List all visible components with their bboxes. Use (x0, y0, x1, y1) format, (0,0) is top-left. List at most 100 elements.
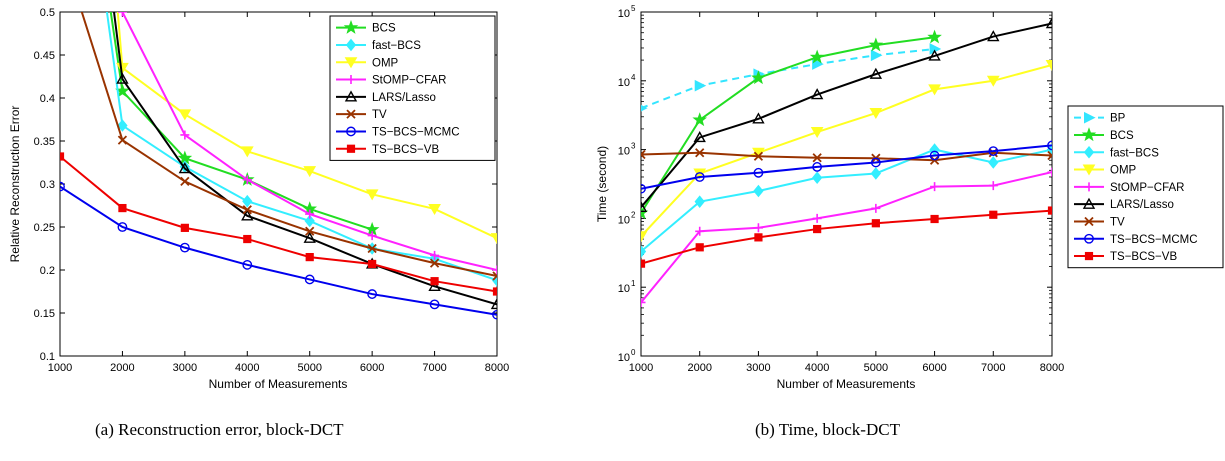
data-point (693, 131, 706, 143)
legend-label: OMP (1110, 165, 1137, 177)
legend-marker (346, 126, 356, 137)
data-point (986, 75, 1000, 87)
data-point (869, 67, 883, 79)
series-stomp-cfar (641, 167, 1052, 307)
x-tick-label: 4000 (235, 362, 259, 374)
y-tick-exponent: 3 (631, 142, 636, 151)
legend-label: BCS (1110, 130, 1134, 142)
series-line (641, 151, 1052, 162)
data-point (870, 167, 882, 180)
data-point (430, 277, 439, 286)
data-point (428, 279, 441, 292)
data-point (641, 297, 646, 307)
legend-label: StOMP−CFAR (372, 75, 446, 87)
series-line (641, 22, 1052, 208)
legend-label: TV (372, 109, 387, 121)
y-tick-label: 0.1 (40, 351, 55, 363)
x-tick-label: 5000 (864, 362, 888, 374)
data-point (368, 259, 377, 269)
legend-label: TV (1110, 216, 1125, 228)
data-point (1047, 140, 1052, 151)
series-line (109, 12, 373, 231)
data-point (428, 203, 441, 215)
data-point (367, 243, 377, 254)
series-ts-bcs-vb (60, 152, 497, 296)
x-tick-label: 6000 (360, 362, 384, 374)
data-point (303, 231, 316, 243)
legend-label: TS−BCS−MCMC (372, 126, 460, 138)
series-line (641, 47, 935, 110)
data-point (241, 209, 254, 221)
data-point (754, 233, 763, 242)
data-point (117, 119, 128, 132)
data-point (243, 234, 252, 244)
legend-label: StOMP−CFAR (1110, 182, 1184, 194)
data-point (812, 213, 822, 223)
legend-item-fast-bcs: fast−BCS (1074, 145, 1159, 159)
data-point (242, 205, 252, 215)
data-point (751, 70, 766, 85)
data-point (492, 265, 497, 275)
data-point (641, 183, 646, 194)
legend-marker (346, 144, 356, 153)
data-point (752, 112, 765, 124)
data-point (303, 166, 317, 178)
series-line (105, 12, 497, 282)
x-tick-label: 1000 (48, 362, 72, 374)
data-point (60, 181, 65, 192)
legend-marker (1082, 197, 1096, 209)
x-tick-label: 7000 (422, 362, 446, 374)
legend-marker (1081, 127, 1097, 142)
data-point (641, 231, 648, 243)
y-tick-label: 0.3 (40, 179, 55, 191)
legend-label: OMP (372, 57, 399, 69)
plot-series (60, 12, 497, 320)
legend-marker (1084, 233, 1094, 244)
legend-label: TS−BCS−VB (372, 144, 439, 156)
data-point (692, 112, 708, 127)
y-tick-label: 10 (618, 8, 630, 20)
data-point (988, 181, 998, 191)
series-line (60, 185, 497, 316)
data-point (304, 214, 315, 228)
legend-item-fast-bcs: fast−BCS (336, 38, 421, 52)
series-lars-lasso (641, 17, 1052, 212)
legend-marker (1082, 164, 1096, 176)
data-point (811, 171, 823, 185)
data-point (1045, 17, 1052, 29)
data-point (929, 150, 940, 161)
data-point (870, 49, 883, 62)
legend: BCS fast−BCS OMP StOMP−CFAR LARS/Lasso TV TS−B… (329, 15, 496, 161)
legend-label: LARS/Lasso (1110, 199, 1174, 211)
legend-item-lars-lasso: LARS/Lasso (336, 90, 436, 104)
data-point (305, 209, 315, 219)
y-tick-exponent: 5 (631, 4, 636, 13)
legend-label: LARS/Lasso (372, 92, 436, 104)
legend-item-ts-bcs-mcmc: TS−BCS−MCMC (1074, 234, 1198, 246)
data-point (870, 157, 881, 168)
data-point (492, 309, 497, 320)
legend-marker (1084, 182, 1094, 192)
data-point (753, 151, 764, 161)
legend-item-bcs: BCS (1074, 127, 1134, 142)
data-point (641, 149, 646, 160)
data-point (753, 223, 763, 233)
x-tick-label: 2000 (687, 362, 711, 374)
data-point (1047, 150, 1052, 161)
axes-frame (640, 11, 1053, 357)
legend-marker (345, 38, 357, 52)
x-axis-label: Number of Measurements (209, 377, 348, 391)
y-tick-label: 0.25 (34, 222, 55, 234)
series-bp (641, 43, 942, 112)
data-point (367, 289, 378, 299)
data-point (242, 259, 253, 270)
series-line (116, 12, 497, 240)
series-omp (641, 59, 1052, 243)
data-point (178, 109, 192, 121)
y-tick-label: 10 (618, 146, 630, 158)
series-omp (116, 12, 497, 245)
data-point (695, 148, 705, 158)
legend-marker (344, 90, 358, 102)
data-point (871, 219, 880, 228)
